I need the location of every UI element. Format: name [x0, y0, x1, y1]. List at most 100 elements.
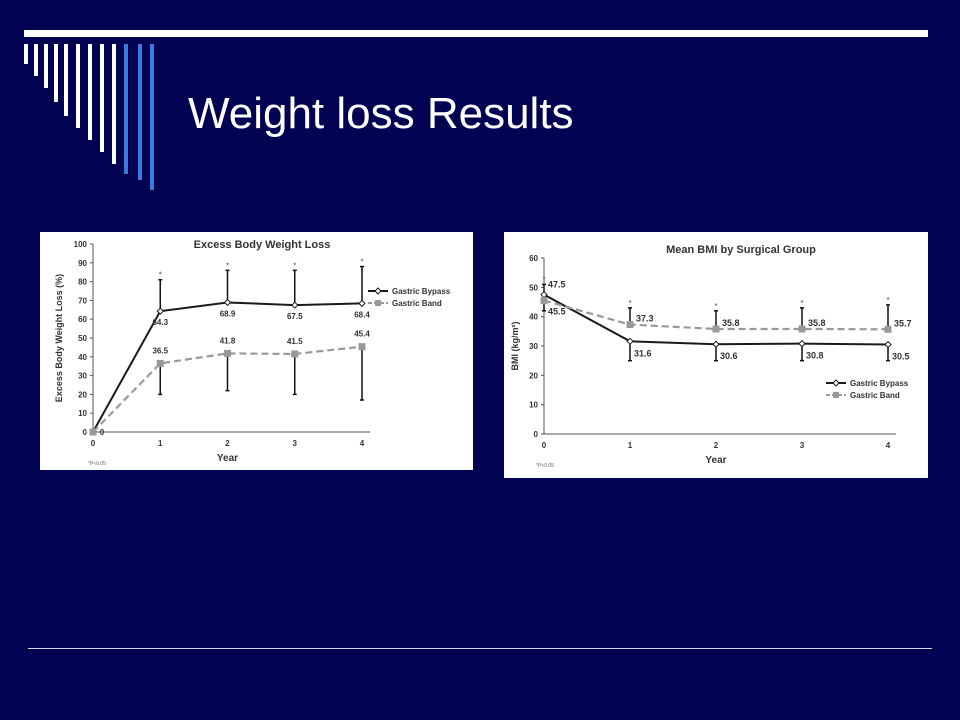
ebwl-series-marker: [291, 350, 299, 358]
bmi-series-marker: [798, 325, 806, 333]
bmi-x-tick-label: 4: [886, 441, 891, 450]
ebwl-data-label: 67.5: [287, 312, 303, 321]
bmi-y-tick-label: 0: [534, 430, 539, 439]
bmi-significance-star: *: [542, 275, 545, 284]
ebwl-y-tick-label: 20: [78, 390, 87, 399]
ebwl-x-label: Year: [217, 453, 238, 464]
ebwl-y-tick-label: 80: [78, 278, 87, 287]
bmi-legend-label: Gastric Bypass: [850, 379, 909, 388]
chart-bmi-svg: Mean BMI by Surgical Group 0 10 20 30 40 50 60 0…: [510, 244, 912, 469]
bmi-data-label: 35.8: [808, 318, 826, 328]
bmi-significance-star: *: [886, 296, 889, 305]
bmi-y-tick-label: 60: [529, 254, 538, 263]
bmi-significance-star: *: [628, 299, 631, 308]
bmi-series-marker: [626, 321, 634, 329]
bmi-significance-star: *: [800, 299, 803, 308]
ebwl-data-label: 68.4: [354, 310, 370, 319]
bmi-x-tick-label: 1: [628, 441, 633, 450]
ebwl-data-label: 45.4: [354, 330, 370, 339]
bmi-footnote: *P<0.05: [536, 463, 554, 469]
ebwl-series-marker: [223, 298, 232, 307]
ebwl-y-tick-label: 0: [83, 428, 88, 437]
bmi-series-marker: [540, 297, 548, 305]
bmi-series-marker: [712, 340, 720, 348]
bmi-series-marker: [798, 339, 806, 348]
ebwl-legend-label: Gastric Band: [392, 299, 442, 308]
bmi-data-label: 30.5: [892, 352, 910, 362]
ebwl-title: Excess Body Weight Loss: [194, 239, 331, 251]
slide-title: Weight loss Results: [188, 89, 574, 138]
ebwl-x-tick-label: 2: [225, 439, 230, 448]
ebwl-data-label: 41.8: [220, 336, 236, 345]
bmi-title: Mean BMI by Surgical Group: [666, 244, 816, 256]
bmi-series-marker: [712, 325, 720, 333]
ebwl-series-marker: [224, 349, 231, 357]
ebwl-y-tick-label: 30: [78, 372, 87, 381]
bmi-series-marker: [884, 325, 892, 333]
bmi-y-tick-label: 20: [529, 371, 538, 380]
ebwl-series-marker: [156, 359, 164, 367]
chart-ebwl-svg: Excess Body Weight Loss01020304050607080…: [54, 239, 451, 467]
ebwl-data-label: 41.5: [287, 337, 303, 346]
ebwl-x-tick-label: 1: [158, 439, 163, 448]
top-rule: [24, 30, 928, 37]
ebwl-y-tick-label: 60: [78, 315, 87, 324]
ebwl-legend-label: Gastric Bypass: [392, 287, 451, 296]
ebwl-significance-star: *: [159, 271, 162, 280]
bmi-significance-star: *: [714, 302, 717, 311]
ebwl-significance-star: *: [293, 261, 296, 270]
ebwl-significance-star: *: [360, 258, 363, 267]
bmi-data-label: 37.3: [636, 314, 654, 324]
bmi-series-marker: [884, 340, 892, 349]
ebwl-data-label: 68.9: [220, 309, 236, 318]
chart-mean-bmi: Mean BMI by Surgical Group 0 10 20 30 40 50 60 0…: [504, 232, 928, 478]
corner-stripes: [24, 44, 154, 190]
ebwl-x-tick-label: 4: [360, 439, 365, 448]
bmi-legend-marker: [833, 392, 839, 398]
bottom-rule: [28, 648, 932, 649]
ebwl-legend-marker: [374, 287, 382, 295]
bmi-legend-marker: [832, 379, 840, 387]
ebwl-y-label: Excess Body Weight Loss (%): [54, 274, 64, 402]
bmi-data-label: 35.7: [894, 318, 912, 328]
bmi-data-label: 31.6: [634, 348, 652, 358]
ebwl-y-tick-label: 50: [78, 334, 87, 343]
bmi-data-label: 47.5: [548, 280, 566, 290]
ebwl-series-marker: [89, 428, 97, 436]
bmi-y-label: BMI (kg/m²): [510, 322, 520, 371]
ebwl-significance-star: *: [226, 261, 229, 270]
ebwl-y-tick-label: 70: [78, 296, 87, 305]
ebwl-series-line: [92, 345, 363, 433]
bmi-x-tick-label: 3: [800, 441, 805, 450]
ebwl-series-marker: [358, 343, 366, 351]
bmi-y-tick-label: 10: [529, 401, 538, 410]
ebwl-legend-marker: [375, 300, 381, 306]
ebwl-y-tick-label: 10: [78, 409, 87, 418]
bmi-data-label: 35.8: [722, 318, 740, 328]
ebwl-y-tick-label: 100: [74, 240, 88, 249]
bmi-legend-label: Gastric Band: [850, 391, 900, 400]
bmi-data-label: 30.6: [720, 351, 738, 361]
bmi-x-tick-label: 2: [714, 441, 719, 450]
bmi-x-label: Year: [705, 455, 726, 466]
chart-excess-body-weight-loss: Excess Body Weight Loss 0 10 20 30 40 50 60 70 80…: [40, 232, 473, 470]
bmi-y-tick-label: 50: [529, 283, 538, 292]
ebwl-series-marker: [156, 307, 164, 315]
ebwl-footnote: *P<0.05: [88, 461, 106, 467]
ebwl-series-marker: [291, 301, 299, 309]
ebwl-x-tick-label: 3: [293, 439, 298, 448]
bmi-data-label: 30.8: [806, 351, 824, 361]
bmi-data-label: 45.5: [548, 307, 566, 317]
bmi-x-tick-label: 0: [542, 441, 547, 450]
bmi-y-tick-label: 40: [529, 313, 538, 322]
ebwl-y-tick-label: 40: [78, 353, 87, 362]
bmi-series-line: [543, 299, 889, 331]
bmi-y-tick-label: 30: [529, 342, 538, 351]
ebwl-y-tick-label: 90: [78, 259, 87, 268]
bmi-series-marker: [626, 337, 634, 346]
ebwl-x-tick-label: 0: [91, 439, 96, 448]
ebwl-series-marker: [358, 299, 366, 308]
ebwl-data-label: 64.3: [152, 318, 168, 327]
ebwl-data-label: 36.5: [152, 346, 168, 355]
ebwl-data-label: 0: [100, 428, 105, 437]
